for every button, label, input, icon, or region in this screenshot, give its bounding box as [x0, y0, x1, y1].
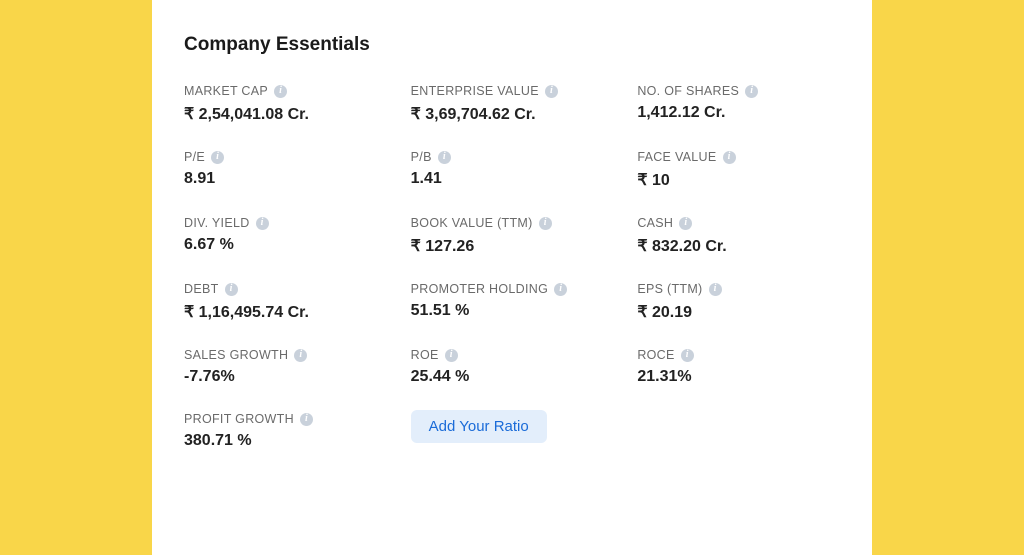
info-icon[interactable]: i	[211, 151, 224, 164]
metric-label: PROFIT GROWTH	[184, 412, 294, 426]
info-icon[interactable]: i	[274, 85, 287, 98]
metric-label: MARKET CAP	[184, 84, 268, 98]
metric-roce: ROCE i 21.31%	[637, 348, 840, 386]
metric-market-cap: MARKET CAP i ₹ 2,54,041.08 Cr.	[184, 84, 387, 124]
info-icon[interactable]: i	[723, 151, 736, 164]
metric-value: 1,412.12 Cr.	[637, 104, 840, 122]
info-icon[interactable]: i	[745, 85, 758, 98]
metric-label-row: FACE VALUE i	[637, 150, 840, 164]
metric-value: ₹ 832.20 Cr.	[637, 236, 840, 256]
metric-pe: P/E i 8.91	[184, 150, 387, 190]
metric-debt: DEBT i ₹ 1,16,495.74 Cr.	[184, 282, 387, 322]
info-icon[interactable]: i	[225, 283, 238, 296]
metric-cash: CASH i ₹ 832.20 Cr.	[637, 216, 840, 256]
metric-label: ROE	[411, 348, 439, 362]
metric-value: 21.31%	[637, 368, 840, 386]
metric-label: EPS (TTM)	[637, 282, 702, 296]
metric-value: ₹ 127.26	[411, 236, 614, 256]
info-icon[interactable]: i	[679, 217, 692, 230]
metric-value: 8.91	[184, 170, 387, 188]
metric-value: ₹ 3,69,704.62 Cr.	[411, 104, 614, 124]
metric-label-row: PROMOTER HOLDING i	[411, 282, 614, 296]
metric-label: ENTERPRISE VALUE	[411, 84, 539, 98]
metric-label-row: ROCE i	[637, 348, 840, 362]
metric-label-row: MARKET CAP i	[184, 84, 387, 98]
info-icon[interactable]: i	[256, 217, 269, 230]
info-icon[interactable]: i	[554, 283, 567, 296]
metric-label-row: ENTERPRISE VALUE i	[411, 84, 614, 98]
metric-label-row: BOOK VALUE (TTM) i	[411, 216, 614, 230]
add-your-ratio-button[interactable]: Add Your Ratio	[411, 410, 547, 443]
metric-label-row: CASH i	[637, 216, 840, 230]
metric-label: ROCE	[637, 348, 674, 362]
metric-label-row: SALES GROWTH i	[184, 348, 387, 362]
metric-label: DEBT	[184, 282, 219, 296]
metric-promoter-holding: PROMOTER HOLDING i 51.51 %	[411, 282, 614, 322]
metric-label-row: DIV. YIELD i	[184, 216, 387, 230]
metric-label-row: EPS (TTM) i	[637, 282, 840, 296]
company-essentials-card: Company Essentials MARKET CAP i ₹ 2,54,0…	[152, 0, 872, 555]
metric-value: -7.76%	[184, 368, 387, 386]
info-icon[interactable]: i	[545, 85, 558, 98]
info-icon[interactable]: i	[539, 217, 552, 230]
section-title: Company Essentials	[184, 34, 840, 56]
metric-value: ₹ 2,54,041.08 Cr.	[184, 104, 387, 124]
info-icon[interactable]: i	[681, 349, 694, 362]
metric-label: FACE VALUE	[637, 150, 716, 164]
metric-sales-growth: SALES GROWTH i -7.76%	[184, 348, 387, 386]
metric-value: 380.71 %	[184, 432, 387, 450]
metric-label: NO. OF SHARES	[637, 84, 739, 98]
metric-label-row: ROE i	[411, 348, 614, 362]
metric-label-row: NO. OF SHARES i	[637, 84, 840, 98]
metric-value: 1.41	[411, 170, 614, 188]
add-ratio-cell: Add Your Ratio	[411, 412, 614, 450]
metric-no-of-shares: NO. OF SHARES i 1,412.12 Cr.	[637, 84, 840, 124]
metric-value: ₹ 1,16,495.74 Cr.	[184, 302, 387, 322]
metric-label: BOOK VALUE (TTM)	[411, 216, 533, 230]
metric-label: P/B	[411, 150, 432, 164]
metric-label: P/E	[184, 150, 205, 164]
metric-value: 51.51 %	[411, 302, 614, 320]
metric-profit-growth: PROFIT GROWTH i 380.71 %	[184, 412, 387, 450]
metric-value: 25.44 %	[411, 368, 614, 386]
metric-label: PROMOTER HOLDING	[411, 282, 548, 296]
metric-label: DIV. YIELD	[184, 216, 250, 230]
metric-label: CASH	[637, 216, 673, 230]
metric-value: ₹ 20.19	[637, 302, 840, 322]
info-icon[interactable]: i	[300, 413, 313, 426]
info-icon[interactable]: i	[445, 349, 458, 362]
metric-pb: P/B i 1.41	[411, 150, 614, 190]
metric-label-row: P/B i	[411, 150, 614, 164]
metric-value: 6.67 %	[184, 236, 387, 254]
metric-value: ₹ 10	[637, 170, 840, 190]
info-icon[interactable]: i	[438, 151, 451, 164]
metric-enterprise-value: ENTERPRISE VALUE i ₹ 3,69,704.62 Cr.	[411, 84, 614, 124]
metric-div-yield: DIV. YIELD i 6.67 %	[184, 216, 387, 256]
metric-label-row: PROFIT GROWTH i	[184, 412, 387, 426]
metric-roe: ROE i 25.44 %	[411, 348, 614, 386]
metric-book-value: BOOK VALUE (TTM) i ₹ 127.26	[411, 216, 614, 256]
info-icon[interactable]: i	[709, 283, 722, 296]
metric-eps: EPS (TTM) i ₹ 20.19	[637, 282, 840, 322]
metric-label-row: P/E i	[184, 150, 387, 164]
metric-label-row: DEBT i	[184, 282, 387, 296]
metrics-grid: MARKET CAP i ₹ 2,54,041.08 Cr. ENTERPRIS…	[184, 84, 840, 450]
empty-cell	[637, 412, 840, 450]
metric-label: SALES GROWTH	[184, 348, 288, 362]
metric-face-value: FACE VALUE i ₹ 10	[637, 150, 840, 190]
info-icon[interactable]: i	[294, 349, 307, 362]
